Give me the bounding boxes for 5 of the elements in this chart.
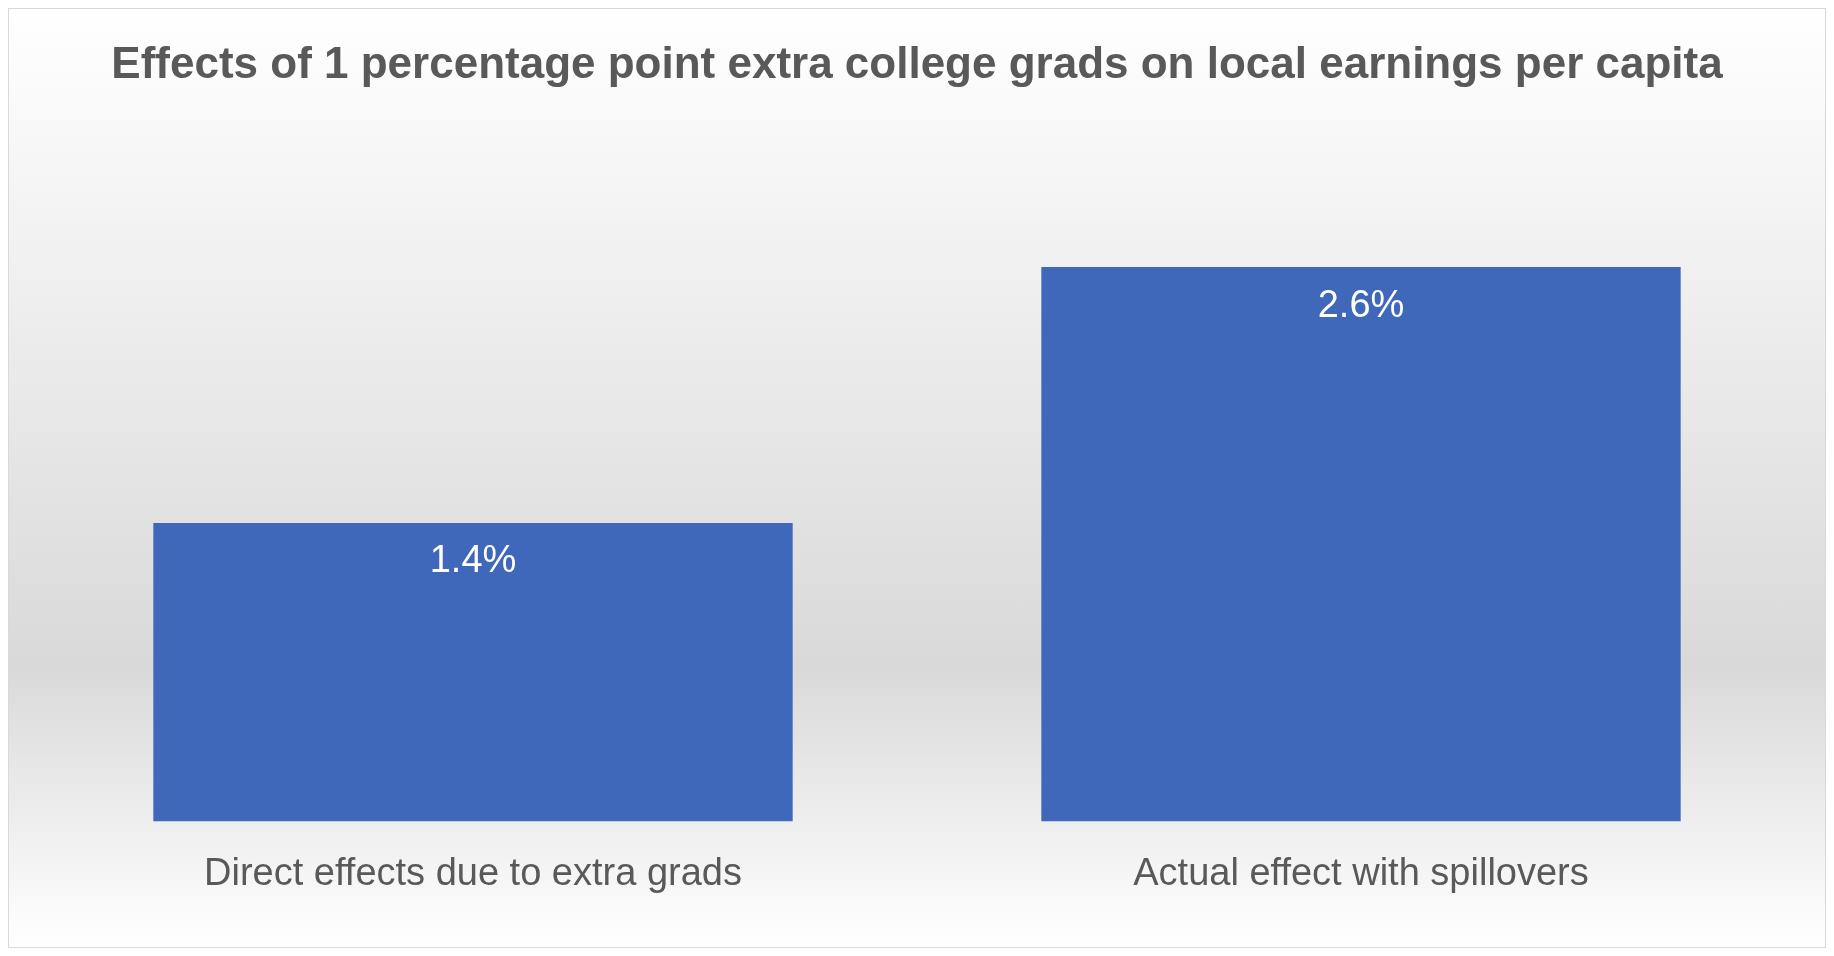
- x-tick-label: Actual effect with spillovers: [1133, 850, 1589, 893]
- chart-title: Effects of 1 percentage point extra college grads on local earnings per capita: [111, 37, 1724, 87]
- data-label: 1.4%: [429, 538, 517, 581]
- x-tick-label: Direct effects due to extra grads: [204, 850, 742, 893]
- data-label: 2.6%: [1317, 282, 1405, 325]
